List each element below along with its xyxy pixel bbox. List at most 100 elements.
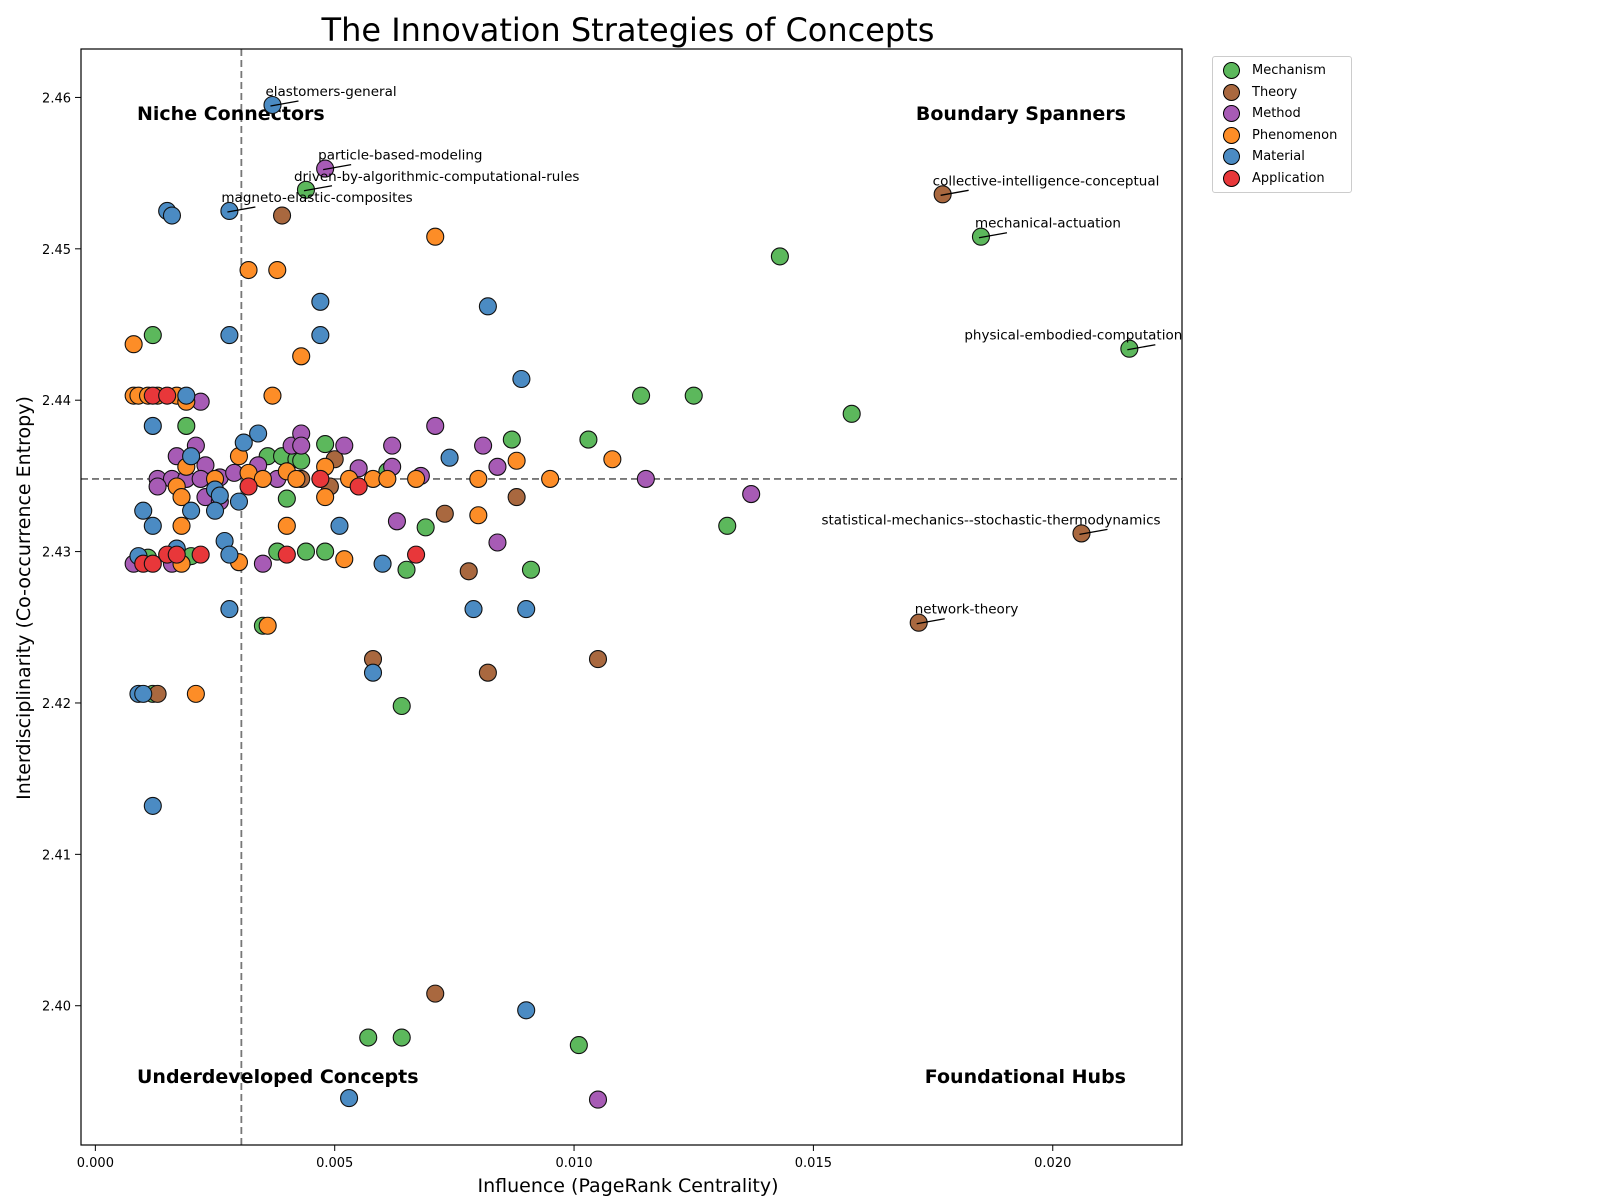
data-point	[177, 386, 196, 405]
data-point	[407, 545, 426, 564]
data-point	[636, 469, 655, 488]
data-point	[478, 297, 497, 316]
data-point	[292, 436, 311, 455]
data-point	[134, 684, 153, 703]
legend-label: Application	[1252, 170, 1325, 186]
legend-swatch	[1223, 105, 1240, 123]
data-point	[588, 650, 608, 669]
annotation-leader	[916, 618, 945, 625]
x-tick-label: 0.000	[77, 1156, 114, 1171]
legend-item: Mechanism	[1213, 60, 1351, 82]
legend-item: Method	[1213, 103, 1351, 125]
data-point	[268, 260, 287, 280]
data-point	[239, 260, 258, 280]
data-point	[316, 488, 335, 507]
annotation-leader	[270, 100, 299, 107]
annotation-leader	[1079, 528, 1108, 536]
annotation-label: network-theory	[915, 602, 1019, 618]
legend-item: Theory	[1213, 82, 1351, 104]
annotation-leader	[227, 206, 256, 213]
annotation-label: magneto-elastic-composites	[221, 190, 412, 206]
data-point	[392, 696, 411, 716]
data-point	[521, 560, 541, 579]
annotation-leader	[940, 189, 969, 196]
data-point	[210, 486, 229, 505]
data-point	[502, 430, 521, 449]
data-point	[316, 435, 335, 454]
y-tick-label: 2.42	[42, 697, 71, 712]
data-point	[359, 1028, 378, 1047]
data-point	[349, 477, 368, 496]
data-point	[426, 227, 445, 246]
data-point	[517, 1001, 536, 1020]
data-point	[588, 1090, 608, 1109]
data-point	[239, 477, 258, 496]
data-point	[335, 550, 354, 569]
data-point	[292, 451, 311, 470]
data-point	[296, 542, 316, 561]
quadrant-label: Foundational Hubs	[925, 1066, 1126, 1088]
data-point	[253, 469, 272, 488]
data-point	[474, 436, 493, 455]
data-point	[143, 416, 162, 435]
legend-swatch	[1223, 62, 1240, 80]
y-tick-label: 2.41	[42, 848, 71, 863]
x-tick-label: 0.005	[316, 1156, 353, 1171]
data-point	[182, 501, 201, 520]
annotation-leader	[978, 232, 1008, 239]
quadrant-label: Niche Connectors	[137, 103, 325, 125]
annotation-leader	[323, 163, 352, 171]
data-point	[684, 386, 703, 405]
data-point	[277, 545, 296, 564]
data-point	[263, 386, 282, 405]
data-point	[253, 554, 272, 573]
data-point	[167, 545, 186, 564]
plot-frame	[80, 48, 1183, 1146]
data-point	[464, 600, 483, 619]
plot-area: Niche Connectors Boundary Spanners Underde…	[42, 48, 1183, 1171]
annotation-label: collective-intelligence-conceptual	[933, 173, 1160, 189]
data-point	[311, 469, 330, 488]
data-point	[488, 533, 507, 552]
data-point	[191, 545, 210, 564]
y-tick-label: 2.44	[42, 394, 71, 409]
data-point	[186, 684, 205, 703]
data-point	[143, 326, 162, 345]
data-point	[229, 492, 249, 511]
x-tick-label: 0.010	[555, 1156, 592, 1171]
data-point	[426, 416, 445, 435]
legend-label: Method	[1252, 106, 1301, 122]
legend-swatch	[1223, 169, 1240, 187]
data-point	[172, 516, 191, 535]
data-point	[478, 663, 497, 682]
y-tick-label: 2.46	[42, 91, 71, 106]
annotation-label: driven-by-algorithmic-computational-rule…	[294, 169, 579, 185]
data-point	[373, 554, 392, 573]
data-point	[311, 326, 330, 345]
data-point	[742, 485, 761, 504]
data-point	[407, 469, 426, 488]
annotation-leader	[303, 185, 333, 192]
legend-swatch	[1223, 83, 1240, 101]
data-point	[392, 1028, 411, 1047]
data-point	[124, 335, 143, 354]
data-point	[134, 501, 153, 520]
data-point	[330, 516, 349, 535]
legend-label: Phenomenon	[1252, 127, 1338, 143]
data-point	[143, 516, 162, 535]
quadrant-label: Underdeveloped Concepts	[137, 1066, 419, 1088]
data-point	[277, 489, 296, 508]
annotation-label: elastomers-general	[265, 84, 396, 100]
data-point	[397, 560, 416, 579]
data-point	[292, 347, 311, 366]
data-point	[383, 436, 402, 455]
data-point	[603, 450, 622, 469]
data-point	[517, 600, 536, 619]
data-point	[426, 984, 445, 1003]
annotation-leader	[1127, 344, 1156, 351]
y-tick-label: 2.45	[42, 243, 71, 258]
data-point	[182, 447, 201, 466]
x-axis-label: Influence (PageRank Centrality)	[477, 1175, 778, 1197]
legend-item: Phenomenon	[1213, 125, 1351, 147]
y-axis-label: Interdisciplinarity (Co-occurrence Entro…	[13, 396, 35, 800]
